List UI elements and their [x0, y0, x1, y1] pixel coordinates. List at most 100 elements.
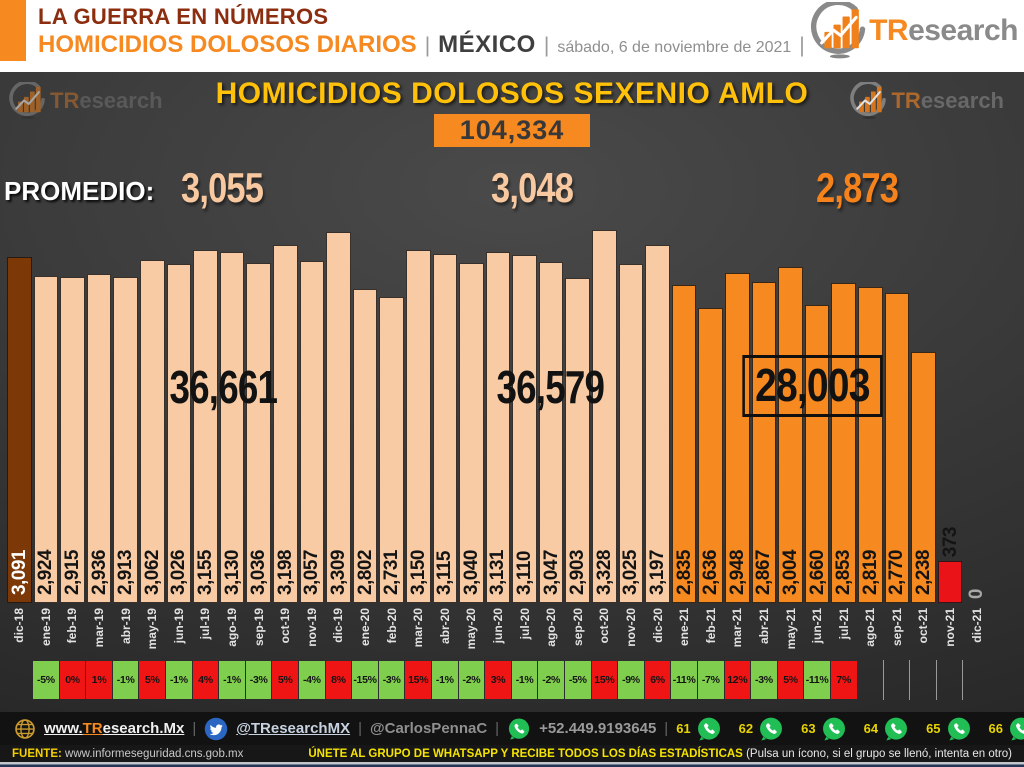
- whatsapp-group-number: 64: [863, 721, 879, 736]
- bar-slot-mar-19: 2,936: [86, 72, 113, 603]
- separator: |: [424, 34, 431, 57]
- tresearch-logo-icon: [849, 82, 887, 120]
- month-label: sep-20: [570, 608, 585, 647]
- whatsapp-group-number: 62: [738, 721, 754, 736]
- pct-change-oct-19: 5%: [272, 661, 299, 699]
- whatsapp-icon: [758, 716, 784, 742]
- whatsapp-cta: ÚNETE AL GRUPO DE WHATSAPP Y RECIBE TODO…: [308, 747, 1012, 760]
- separator: |: [358, 720, 362, 737]
- promedio-value-term1: 3,055: [181, 164, 264, 211]
- month-label: mar-20: [411, 608, 426, 648]
- whatsapp-group-66[interactable]: 66: [989, 716, 1024, 742]
- period-total-2019: 36,661: [169, 361, 278, 413]
- month-label: ene-20: [358, 608, 373, 647]
- bar: [538, 262, 564, 603]
- bar: [459, 263, 484, 603]
- separator: |: [192, 720, 197, 737]
- pct-empty-tick: [910, 660, 937, 700]
- bar-value-label: 3,131: [487, 549, 509, 595]
- pct-change-jun-21: -11%: [804, 661, 830, 699]
- bar-slot-may-19: 3,062: [139, 72, 166, 603]
- bar-slot-jun-21: 2,660: [804, 72, 831, 603]
- pct-change-dic-19: 8%: [325, 661, 352, 699]
- footer-social-bar: www.TResearch.Mx | @TResearchMX | @Carlo…: [0, 712, 1024, 745]
- tresearch-logo-text: TResearch: [869, 14, 1018, 47]
- whatsapp-group-64[interactable]: 64: [864, 716, 909, 742]
- bar-slot-dic-20: 3,197: [644, 72, 671, 603]
- bar-value-label: 2,867: [753, 549, 775, 595]
- pct-change-dic-20: 6%: [644, 661, 671, 699]
- pct-change-jun-20: 3%: [485, 661, 511, 699]
- month-label: ago-20: [544, 608, 559, 647]
- bar-slot-oct-21: 2,238: [910, 72, 937, 603]
- region-label: MÉXICO: [438, 31, 536, 58]
- bar-slot-ago-21: 2,819: [857, 72, 884, 603]
- bar-value-label: 3,062: [141, 549, 163, 595]
- bar-value-label: 2,835: [673, 549, 695, 595]
- pct-empty-tick: [857, 660, 884, 700]
- bar-slot-may-20: 3,040: [458, 72, 485, 603]
- pct-change-jul-21: 7%: [830, 661, 857, 699]
- bar-value-label: 0: [966, 588, 988, 599]
- bar-value-label: 2,915: [61, 549, 83, 595]
- pct-change-ago-20: -2%: [538, 661, 564, 699]
- whatsapp-group-62[interactable]: 62: [739, 716, 784, 742]
- bar-value-label: 3,004: [780, 549, 802, 595]
- pct-change-nov-19: -4%: [299, 661, 325, 699]
- pct-change-jul-20: -1%: [511, 661, 538, 699]
- bar: [618, 264, 644, 603]
- period-total-2020: 36,579: [496, 361, 605, 413]
- bar-slot-dic-19: 3,309: [325, 72, 352, 603]
- whatsapp-group-65[interactable]: 65: [926, 716, 971, 742]
- source-url[interactable]: www.informeseguridad.cns.gob.mx: [65, 747, 244, 760]
- bar-value-label: 2,924: [35, 549, 57, 595]
- month-label: jun-19: [171, 608, 186, 644]
- whatsapp-group-number: 61: [676, 721, 691, 736]
- pct-change-jul-19: 4%: [192, 661, 219, 699]
- bar-value-label: 2,819: [859, 549, 881, 595]
- month-label: may-20: [464, 608, 479, 650]
- bar: [911, 352, 936, 603]
- twitter-handle-tresearch[interactable]: @TResearchMX: [236, 720, 351, 737]
- bar-slot-feb-21: 2,636: [697, 72, 724, 603]
- bar: [86, 274, 112, 603]
- bar-slot-ene-21: 2,835: [671, 72, 698, 603]
- bar: [884, 293, 910, 603]
- bar: [352, 289, 378, 603]
- website-link[interactable]: www.TResearch.Mx: [44, 720, 185, 737]
- globe-icon: [14, 718, 36, 740]
- month-label: jul-21: [836, 608, 851, 640]
- twitter-handle-carlospenna[interactable]: @CarlosPennaC: [370, 720, 488, 737]
- bar-value-label: 2,636: [700, 549, 722, 595]
- month-label: ene-21: [677, 608, 692, 647]
- bar: [698, 308, 724, 603]
- bar: [831, 283, 856, 603]
- month-label: sep-19: [251, 608, 266, 647]
- month-label: dic-18: [12, 608, 27, 643]
- bar-slot-may-21: 3,004: [777, 72, 804, 603]
- bar: [193, 250, 218, 603]
- bar: [778, 267, 803, 603]
- bar-slot-dic-18: 3,091: [6, 72, 33, 603]
- promedio-value-term2: 3,048: [491, 164, 574, 211]
- bar-value-label: 3,036: [248, 549, 270, 595]
- month-label: may-21: [783, 608, 798, 650]
- month-label: jun-20: [490, 608, 505, 644]
- whatsapp-group-63[interactable]: 63: [801, 716, 846, 742]
- pct-change-feb-19: 0%: [59, 661, 86, 699]
- month-label: oct-19: [278, 608, 293, 644]
- footer-source-bar: FUENTE: www.informeseguridad.cns.gob.mx …: [0, 745, 1024, 762]
- bar-slot-jun-19: 3,026: [166, 72, 193, 603]
- header-subtitle: HOMICIDIOS DOLOSOS DIARIOS: [38, 31, 417, 58]
- bar: [671, 285, 697, 603]
- whatsapp-groups: 61 62 63 64 65 66: [676, 716, 1024, 742]
- watermark-text: TResearch: [891, 88, 1004, 113]
- whatsapp-group-61[interactable]: 61: [676, 716, 721, 742]
- bar-value-label: 2,770: [886, 549, 908, 595]
- footer: www.TResearch.Mx | @TResearchMX | @Carlo…: [0, 712, 1024, 767]
- bar: [379, 297, 404, 603]
- whatsapp-icon: [1008, 716, 1024, 742]
- date-label: sábado, 6 de noviembre de 2021: [557, 39, 792, 56]
- month-label: dic-20: [650, 608, 665, 643]
- bar: [751, 282, 777, 603]
